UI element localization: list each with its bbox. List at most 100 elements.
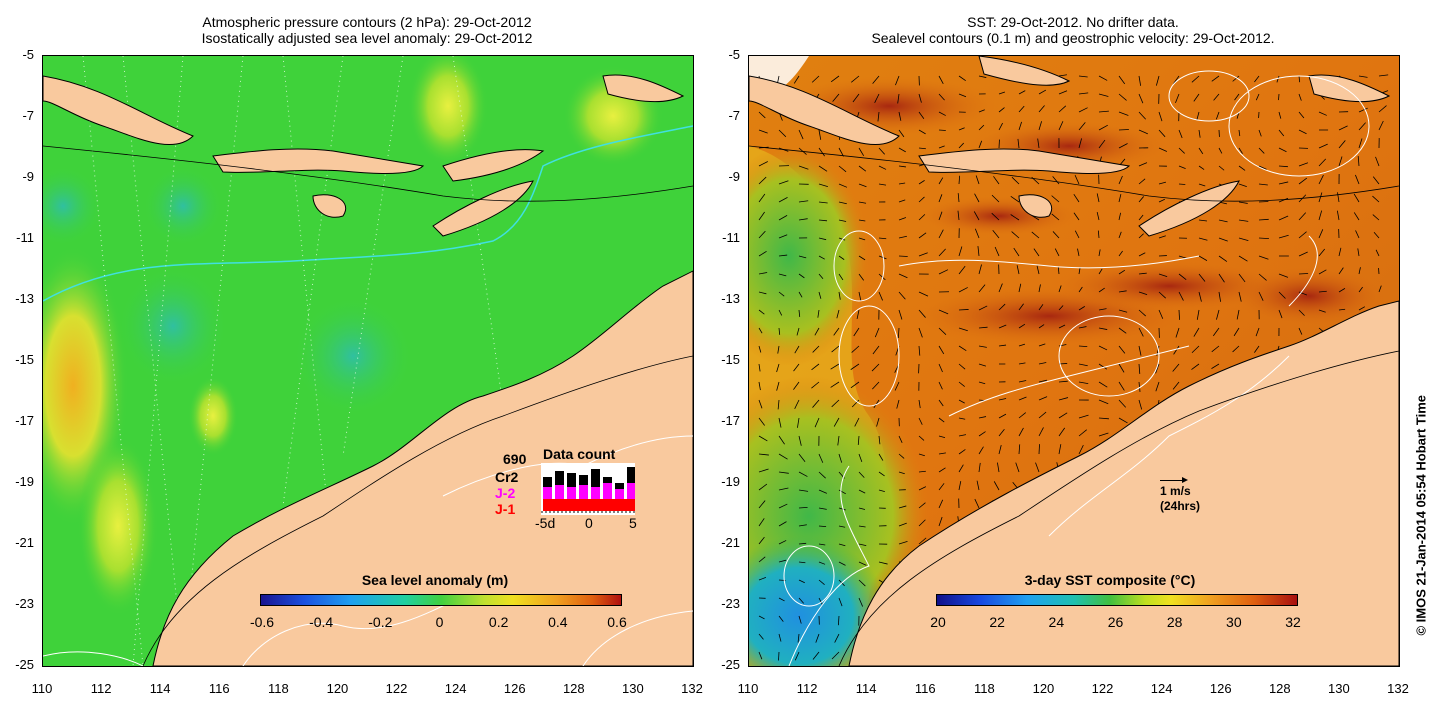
velocity-vector: [758, 500, 766, 509]
velocity-vector: [898, 453, 905, 459]
velocity-vector: [858, 489, 866, 494]
velocity-vector: [1298, 75, 1301, 83]
velocity-vector: [1098, 308, 1107, 311]
velocity-vector: [1198, 255, 1208, 262]
velocity-vector: [818, 183, 828, 187]
velocity-vector: [1158, 309, 1164, 319]
velocity-vector: [1138, 75, 1142, 86]
x-axis-tick: 116: [914, 681, 936, 696]
velocity-vector: [1238, 255, 1248, 262]
velocity-vector: [898, 165, 906, 168]
velocity-vector: [1098, 287, 1105, 293]
sst-map: [748, 55, 1400, 667]
velocity-vector: [758, 468, 769, 473]
velocity-vector: [878, 561, 888, 565]
right-title-line1: SST: 29-Oct-2012. No drifter data.: [967, 14, 1179, 30]
velocity-vector: [858, 183, 867, 188]
velocity-vector: [858, 147, 865, 157]
velocity-vector: [818, 471, 826, 479]
velocity-vector: [1338, 156, 1343, 167]
velocity-vector: [1158, 291, 1166, 299]
colorbar-tick: 28: [1166, 614, 1183, 630]
y-axis-tick: -7: [728, 108, 740, 123]
velocity-vector: [938, 483, 945, 491]
velocity-vector: [1138, 272, 1147, 275]
velocity-vector: [818, 219, 828, 222]
velocity-vector: [1078, 326, 1087, 329]
y-axis-tick: -11: [722, 230, 740, 245]
colorbar-tick: 26: [1107, 614, 1124, 630]
velocity-vector: [1238, 291, 1242, 302]
velocity-vector: [858, 165, 867, 172]
velocity-vector: [818, 525, 827, 528]
velocity-vector: [758, 161, 768, 167]
data-count-title: Data count: [543, 446, 616, 462]
velocity-vector: [918, 537, 927, 545]
velocity-vector: [1058, 90, 1068, 95]
velocity-vector: [798, 291, 803, 298]
velocity-vector: [812, 399, 820, 408]
velocity-vector: [793, 363, 800, 372]
velocity-vector: [758, 250, 767, 257]
velocity-vector: [1218, 147, 1223, 154]
velocity-vector: [798, 615, 802, 624]
velocity-vector: [798, 255, 807, 259]
velocity-vector: [794, 651, 800, 661]
velocity-vector: [1036, 265, 1040, 275]
velocity-vector: [898, 471, 905, 475]
velocity-vector: [798, 309, 801, 317]
velocity-vector: [938, 177, 944, 185]
velocity-vector: [938, 417, 945, 423]
velocity-vector: [758, 417, 765, 426]
velocity-vector: [918, 180, 925, 185]
velocity-vector: [838, 453, 843, 463]
velocity-vector: [1098, 75, 1108, 81]
satellite-j2-label: J-2: [495, 485, 516, 501]
x-axis-tick: 118: [973, 681, 995, 696]
velocity-vector: [830, 381, 840, 388]
velocity-vector: [1138, 196, 1145, 203]
y-axis-tick: -23: [15, 596, 34, 611]
velocity-vector: [1035, 462, 1040, 473]
velocity-scale-arrowhead: [1182, 477, 1188, 483]
velocity-vector: [1258, 147, 1265, 154]
velocity-vector: [1011, 176, 1020, 185]
velocity-vector: [872, 381, 880, 390]
velocity-vector: [1198, 291, 1202, 302]
x-axis-tick: 130: [1328, 681, 1350, 696]
y-axis-tick: -5: [22, 47, 34, 62]
velocity-vector: [858, 219, 866, 222]
velocity-vector: [1118, 75, 1126, 85]
velocity-vector: [1298, 129, 1307, 135]
velocity-vector: [798, 561, 806, 564]
velocity-vector: [1338, 247, 1342, 257]
velocity-vector: [838, 525, 846, 528]
velocity-vector: [918, 502, 926, 509]
y-axis-tick: -9: [22, 169, 34, 184]
velocity-vector: [778, 180, 789, 185]
velocity-vector: [1278, 309, 1283, 319]
velocity-vector: [1138, 93, 1144, 104]
velocity-vector: [1318, 111, 1327, 116]
velocity-vector: [978, 345, 987, 348]
left-title: Atmospheric pressure contours (2 hPa): 2…: [40, 14, 694, 46]
velocity-vector: [978, 284, 986, 293]
velocity-vector: [1010, 214, 1020, 221]
velocity-vector: [798, 218, 808, 221]
velocity-vector: [1196, 111, 1200, 121]
velocity-vector: [758, 176, 767, 185]
velocity-vector: [798, 200, 809, 203]
velocity-vector: [958, 93, 967, 98]
velocity-vector: [1098, 417, 1109, 420]
velocity-vector: [1318, 290, 1327, 293]
velocity-vector: [1218, 165, 1225, 171]
velocity-vector: [1052, 176, 1060, 185]
velocity-vector: [958, 287, 968, 293]
velocity-vector: [1238, 147, 1243, 154]
velocity-vector: [758, 363, 761, 372]
velocity-vector: [817, 309, 820, 318]
velocity-vector: [838, 255, 845, 260]
velocity-vector: [1358, 286, 1363, 293]
velocity-vector: [1118, 363, 1125, 373]
velocity-vector: [1037, 138, 1040, 149]
